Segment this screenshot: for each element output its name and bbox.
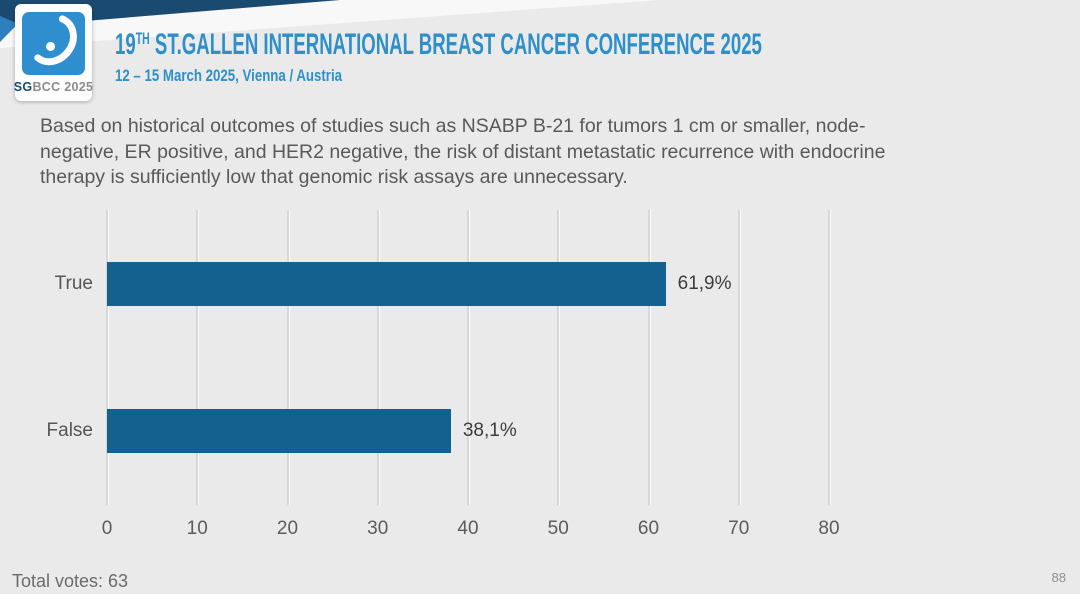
x-axis-tick-label: 0 (101, 518, 113, 539)
gridline-x60 (647, 210, 650, 505)
gridline-x0 (106, 210, 108, 505)
header-title-block: 19TH ST.GALLEN INTERNATIONAL BREAST CANC… (115, 24, 1080, 86)
gridline-x10 (196, 210, 199, 505)
total-votes-label: Total votes: 63 (12, 571, 129, 591)
x-axis-tick-label: 60 (637, 518, 660, 539)
logo-text-sg: SG (13, 80, 33, 94)
x-axis-tick-label: 20 (276, 518, 299, 539)
value-label-false: 38,1% (462, 420, 517, 442)
x-axis-tick-label: 50 (547, 518, 569, 539)
gridline-x40 (467, 210, 469, 505)
bar-chart-plot-area: 0 10 20 30 40 50 60 70 80 True 61,9% False 38,1% (47, 210, 840, 539)
x-axis-tick-label: 80 (818, 518, 840, 539)
x-axis-tick-label: 40 (457, 518, 479, 539)
gridline-x80 (828, 210, 830, 505)
category-label-true: True (54, 272, 93, 294)
title-ordinal-sup: TH (135, 29, 150, 48)
gridline-x70 (737, 210, 740, 505)
breast-drop-icon (34, 15, 77, 66)
gridline-x20 (286, 210, 289, 505)
x-axis-tick-label: 10 (186, 518, 208, 539)
x-axis-tick-label: 30 (367, 518, 389, 539)
sgbcc-logo-icon (22, 12, 85, 75)
sgbcc-logo-card: SGBCC 2025 (14, 4, 93, 101)
bar-false (107, 409, 451, 454)
sgbcc-logo-text: SGBCC 2025 (14, 80, 93, 94)
value-label-true: 61,9% (677, 272, 732, 294)
category-label-false: False (46, 420, 93, 442)
title-number: 19 (115, 28, 136, 61)
title-text: ST.GALLEN INTERNATIONAL BREAST CANCER CO… (149, 28, 762, 61)
slide-page-number: 88 (1051, 570, 1066, 585)
x-axis-tick-label: 70 (728, 518, 750, 539)
gridline-x50 (557, 210, 560, 505)
conference-subtitle: 12 – 15 March 2025, Vienna / Austria (115, 66, 343, 85)
conference-title: 19TH ST.GALLEN INTERNATIONAL BREAST CANC… (115, 24, 762, 60)
logo-text-rest: BCC 2025 (32, 80, 94, 94)
bar-true (107, 261, 666, 306)
gridline-x30 (376, 210, 379, 505)
question-text: Based on historical outcomes of studies … (40, 115, 886, 188)
